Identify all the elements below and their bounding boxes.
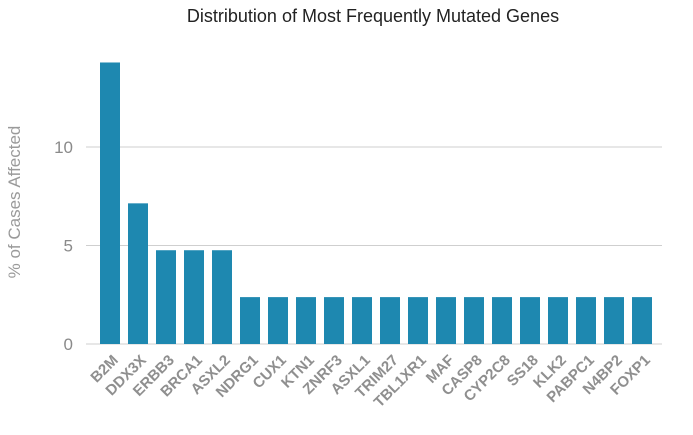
bar-b2m[interactable]: [100, 62, 120, 344]
bar-erbb3[interactable]: [156, 250, 176, 344]
y-tick-label: 5: [64, 237, 73, 256]
bar-ss18[interactable]: [520, 297, 540, 344]
bar-ddx3x[interactable]: [128, 203, 148, 344]
bar-cux1[interactable]: [268, 297, 288, 344]
bar-ndrg1[interactable]: [240, 297, 260, 344]
y-tick-label: 10: [54, 138, 73, 157]
bar-ktn1[interactable]: [296, 297, 316, 344]
y-axis-label: % of Cases Affected: [5, 126, 24, 279]
y-tick-label: 0: [64, 335, 73, 354]
x-axis-ticks: B2MDDX3XERBB3BRCA1ASXL2NDRG1CUX1KTN1ZNRF…: [87, 352, 653, 411]
bar-maf[interactable]: [436, 297, 456, 344]
bar-tbl1xr1[interactable]: [408, 297, 428, 344]
bar-brca1[interactable]: [184, 250, 204, 344]
bar-klk2[interactable]: [548, 297, 568, 344]
bar-foxp1[interactable]: [632, 297, 652, 344]
bar-znrf3[interactable]: [324, 297, 344, 344]
chart-title: Distribution of Most Frequently Mutated …: [187, 6, 559, 26]
bar-casp8[interactable]: [464, 297, 484, 344]
y-axis-ticks: 0 5 10: [54, 138, 73, 354]
bar-pabpc1[interactable]: [576, 297, 596, 344]
bar-trim27[interactable]: [380, 297, 400, 344]
bar-cyp2c8[interactable]: [492, 297, 512, 344]
bars: [100, 62, 652, 344]
bar-asxl1[interactable]: [352, 297, 372, 344]
bar-asxl2[interactable]: [212, 250, 232, 344]
bar-n4bp2[interactable]: [604, 297, 624, 344]
